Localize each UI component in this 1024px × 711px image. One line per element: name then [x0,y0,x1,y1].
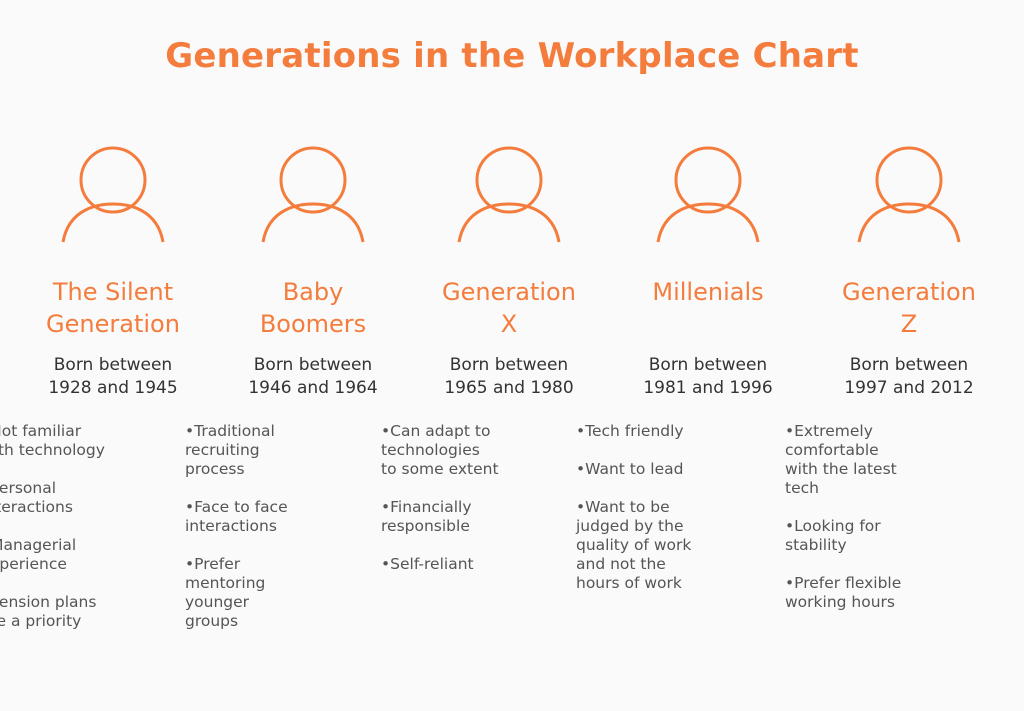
birth-range-years: 1997 and 2012 [844,378,974,398]
trait-item: •Prefer flexible working hours [785,574,1004,612]
trait-item: •Tech friendly [576,422,803,441]
trait-line: •Looking for [785,517,881,535]
generation-column: The Silent Generation Born between 1928 and… [0,140,208,650]
trait-line: interactions [185,517,277,535]
trait-item: •Personalinteractions [0,479,208,517]
trait-line: tech [785,479,819,497]
trait-item: •Can adapt to technologies to some extent [381,422,604,479]
trait-line: younger [185,593,250,611]
generation-column: Baby Boomers Born between 1946 and 1964 •Tra… [185,140,408,650]
generation-name-line: Millenials [652,278,764,306]
trait-line: •Prefer [185,555,241,573]
generation-name-line: Generation [46,310,180,338]
birth-range: Born between 1965 and 1980 [414,354,604,410]
trait-line: •Financially [381,498,472,516]
trait-line: quality of work [576,536,692,554]
generation-name: The Silent Generation [18,276,208,348]
trait-line: to some extent [381,460,499,478]
trait-line: •Pension plans [0,593,97,611]
trait-list: •Can adapt to technologies to some extent •… [381,422,604,574]
trait-item: •Self-reliant [381,555,604,574]
trait-list: •Traditional recruiting process •Face to fa… [185,422,408,631]
generation-name: Baby Boomers [218,276,408,348]
trait-item: •Not familiarwith technology [0,422,208,460]
trait-item: •Face to face interactions [185,498,408,536]
trait-item: •Pension plansare a priority [0,593,208,631]
trait-list: •Not familiarwith technology •Personalint… [0,422,208,631]
birth-range: Born between 1928 and 1945 [18,354,208,410]
trait-line: with technology [0,441,105,459]
generation-name: Millenials [613,276,803,348]
trait-line: mentoring [185,574,266,592]
generation-name-line: Generation [842,278,976,306]
trait-line: working hours [785,593,895,611]
generation-column: Millenials Born between 1981 and 1996 •Tech… [576,140,803,612]
generation-name-line: Generation [442,278,576,306]
birth-range-years: 1965 and 1980 [444,378,574,398]
trait-item: •Looking for stability [785,517,1004,555]
person-icon [457,146,561,243]
trait-item: •Financially responsible [381,498,604,536]
generation-column: Generation Z Born between 1997 and 2012 •Ext… [785,140,1004,631]
trait-line: •Want to lead [576,460,684,478]
trait-line: and not the [576,555,666,573]
person-icon [656,146,760,243]
generation-name: Generation Z [814,276,1004,348]
birth-range: Born between 1946 and 1964 [218,354,408,410]
trait-line: •Face to face [185,498,288,516]
chart-title: Generations in the Workplace Chart [165,36,859,76]
trait-item: •Managerialexperience [0,536,208,574]
birth-range-years: 1946 and 1964 [248,378,378,398]
generation-name-line: The Silent [52,278,174,306]
generation-column: Generation X Born between 1965 and 1980 •Can… [381,140,604,593]
trait-line: comfortable [785,441,879,459]
trait-line: responsible [381,517,470,535]
birth-range-label: Born between [648,355,768,375]
trait-item: •Extremely comfortable with the latest tech [785,422,1004,498]
trait-line: •Personal [0,479,57,497]
birth-range-label: Born between [53,355,173,375]
trait-line: stability [785,536,847,554]
trait-line: interactions [0,498,73,516]
trait-line: groups [185,612,239,630]
trait-item: •Traditional recruiting process [185,422,408,479]
trait-line: •Tech friendly [576,422,684,440]
trait-item: •Want to be judged by the quality of work a… [576,498,803,593]
birth-range-label: Born between [849,355,969,375]
trait-line: process [185,460,245,478]
trait-line: experience [0,555,67,573]
generation-name: Generation X [414,276,604,348]
person-icon [261,146,365,243]
trait-line: •Not familiar [0,422,82,440]
trait-line: recruiting [185,441,260,459]
trait-line: •Extremely [785,422,873,440]
person-icon [61,146,165,243]
trait-line: with the latest [785,460,897,478]
trait-line: •Self-reliant [381,555,474,573]
trait-line: judged by the [576,517,684,535]
trait-list: •Extremely comfortable with the latest tech… [785,422,1004,612]
birth-range-years: 1928 and 1945 [48,378,178,398]
birth-range-years: 1981 and 1996 [643,378,773,398]
trait-line: are a priority [0,612,82,630]
trait-line: technologies [381,441,480,459]
birth-range: Born between 1997 and 2012 [814,354,1004,410]
generation-name-line: Baby [282,278,344,306]
trait-line: •Prefer flexible [785,574,902,592]
trait-list: •Tech friendly •Want to lead •Want to be ju… [576,422,803,593]
person-icon [857,146,961,243]
generation-name-line: X [500,310,518,338]
birth-range-label: Born between [253,355,373,375]
birth-range-label: Born between [449,355,569,375]
generation-name-line: Boomers [259,310,367,338]
trait-line: •Want to be [576,498,670,516]
trait-item: •Want to lead [576,460,803,479]
trait-line: •Can adapt to [381,422,491,440]
trait-item: •Prefer mentoring younger groups [185,555,408,631]
trait-line: •Traditional [185,422,275,440]
birth-range: Born between 1981 and 1996 [613,354,803,410]
generation-name-line: Z [900,310,918,338]
trait-line: •Managerial [0,536,77,554]
trait-line: hours of work [576,574,682,592]
